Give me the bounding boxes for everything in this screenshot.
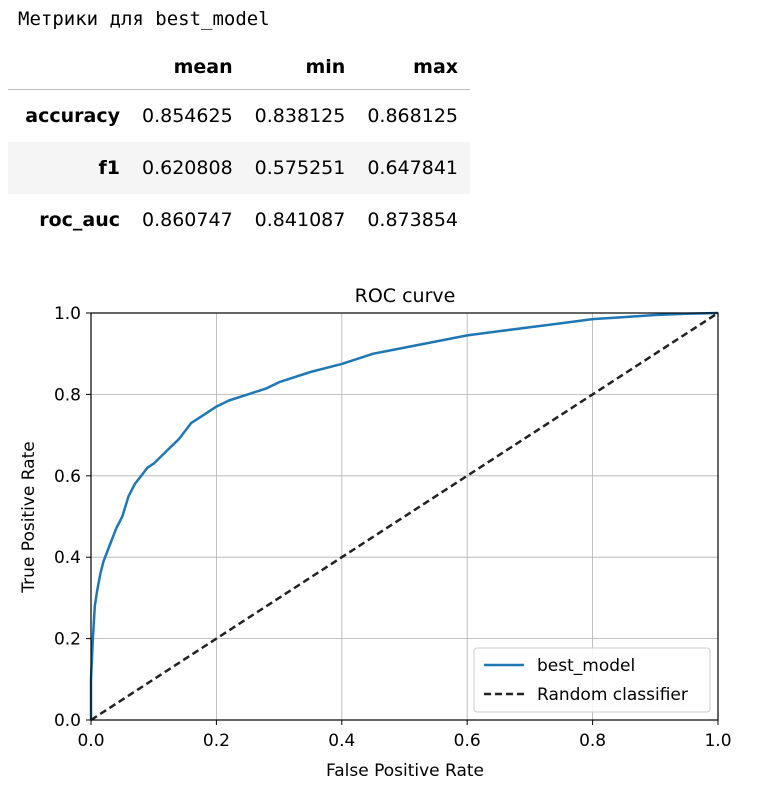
x-tick-label: 0.2 xyxy=(203,731,230,751)
legend-box xyxy=(473,647,711,713)
metrics-table: mean min max accuracy 0.854625 0.838125 … xyxy=(8,44,471,246)
series-line-random-classifier xyxy=(90,311,719,722)
header-max: max xyxy=(357,44,471,90)
roc-chart: ROC curve 0.0 0.2 0.4 0.6 0.8 1.0 0.00.20.40.… xyxy=(19,285,732,781)
x-axis-ticks: 0.0 0.2 0.4 0.6 0.8 1.0 xyxy=(77,720,732,751)
x-tick-label: 0.8 xyxy=(579,731,606,751)
table-cell: 0.873854 xyxy=(367,209,459,231)
header-index xyxy=(8,44,132,90)
table-cell: 0.838125 xyxy=(254,105,346,127)
header-mean: mean xyxy=(132,44,245,90)
table-row: roc_auc 0.860747 0.841087 0.873854 xyxy=(8,194,470,246)
y-tick-label: 0.0 xyxy=(54,711,81,731)
y-tick-label: 0.2 xyxy=(54,630,81,650)
legend-label-random-classifier: Random classifier xyxy=(537,685,688,705)
output-title: Метрики для best_model xyxy=(18,8,270,30)
table-cell: 0.575251 xyxy=(254,157,346,179)
y-tick-label: 0.4 xyxy=(54,548,81,568)
table-cell: 0.647841 xyxy=(367,157,459,179)
x-tick-label: 0.4 xyxy=(328,731,355,751)
plot-frame xyxy=(90,312,719,721)
chart-title: ROC curve xyxy=(355,285,456,307)
table-cell: 0.841087 xyxy=(254,209,346,231)
header-min: min xyxy=(244,44,358,90)
table-cell: 0.854625 xyxy=(142,105,233,127)
table-cell: 0.620808 xyxy=(142,157,233,179)
x-tick-label: 1.0 xyxy=(704,731,731,751)
row-label: roc_auc xyxy=(39,209,120,231)
legend: best_model Random classifier xyxy=(473,647,711,713)
table-row: accuracy 0.854625 0.838125 0.868125 xyxy=(8,90,470,143)
x-tick-label: 0.0 xyxy=(77,731,104,751)
table-cell: 0.868125 xyxy=(367,105,459,127)
table-cell: 0.860747 xyxy=(142,209,233,231)
table-header-row: mean min max xyxy=(8,44,471,90)
y-tick-label: 0.8 xyxy=(54,385,81,405)
x-axis-label: False Positive Rate xyxy=(326,761,484,781)
y-axis-ticks: 0.0 0.2 0.4 0.6 0.8 1.0 xyxy=(54,304,91,731)
series-line-best-model xyxy=(89,311,719,720)
table-row: f1 0.620808 0.575251 0.647841 xyxy=(8,142,471,194)
row-label: f1 xyxy=(98,157,121,179)
x-tick-label: 0.6 xyxy=(454,731,481,751)
y-tick-label: 1.0 xyxy=(54,304,81,324)
row-label: accuracy xyxy=(25,105,120,127)
series-lines xyxy=(89,311,719,722)
y-tick-label: 0.6 xyxy=(54,467,81,487)
legend-label-best-model: best_model xyxy=(537,656,635,676)
y-axis-label: True Positive Rate xyxy=(19,441,39,593)
